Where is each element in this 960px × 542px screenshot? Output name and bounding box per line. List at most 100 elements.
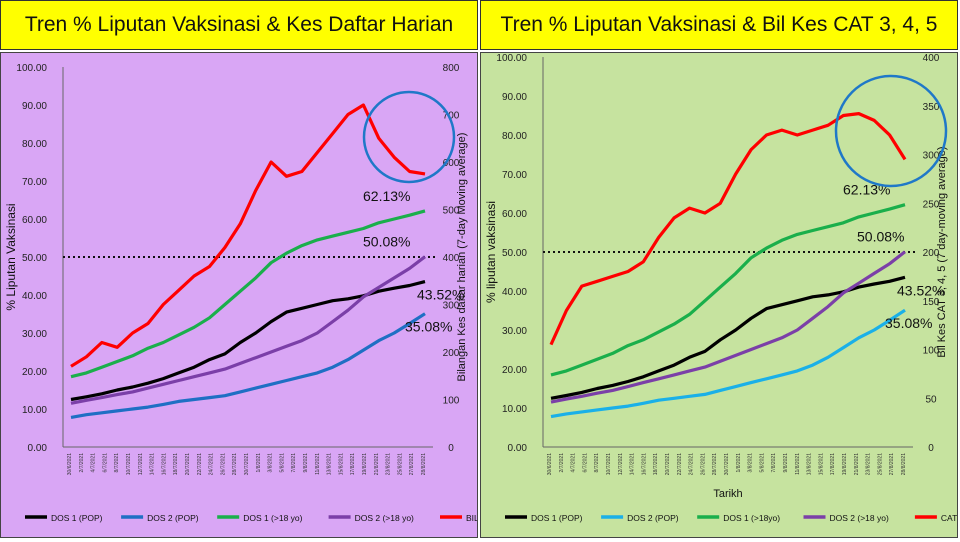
x-tick-label: 24/7/2021	[209, 453, 215, 475]
y2-tick-label: 350	[923, 102, 940, 113]
x-tick-label: 7/8/2021	[771, 453, 777, 473]
y-tick-label: 50.00	[502, 248, 527, 259]
chart-background	[1, 53, 477, 537]
end-value-label: 35.08%	[885, 315, 932, 331]
right-chart-area: 0.00 10.00 20.00 30.00 40.00 50.00 60.00 70.00 8…	[480, 52, 960, 538]
y-tick-label: 70.00	[22, 177, 47, 188]
x-tick-label: 12/7/2021	[138, 453, 144, 475]
y2-tick-label: 700	[443, 111, 460, 122]
y2-tick-label: 0	[448, 443, 454, 454]
left-chart-title: Tren % Liputan Vaksinasi & Kes Daftar Ha…	[0, 0, 478, 50]
y-axis-title: % Liputan Vaksinasi	[4, 203, 18, 310]
left-chart-panel: Tren % Liputan Vaksinasi & Kes Daftar Ha…	[0, 0, 498, 540]
x-tick-label: 3/8/2021	[268, 453, 274, 473]
x-tick-label: 27/8/2021	[889, 453, 895, 475]
x-tick-label: 8/7/2021	[594, 453, 600, 473]
x-tick-label: 15/8/2021	[338, 453, 344, 475]
y-tick-label: 80.00	[502, 131, 527, 142]
x-tick-label: 28/8/2021	[421, 453, 427, 475]
x-tick-label: 24/7/2021	[689, 453, 695, 475]
x-tick-label: 30/7/2021	[724, 453, 730, 475]
x-tick-label: 28/7/2021	[712, 453, 718, 475]
legend-label: BIL KES	[466, 513, 477, 523]
x-tick-label: 18/7/2021	[173, 453, 179, 475]
y-tick-label: 50.00	[22, 253, 47, 264]
x-tick-label: 2/7/2021	[559, 453, 565, 473]
y-tick-label: 60.00	[22, 215, 47, 226]
series-line-dos-2-18-yo-	[70, 255, 426, 405]
x-tick-label: 4/7/2021	[571, 453, 577, 473]
y2-tick-label: 0	[928, 443, 934, 454]
x-tick-label: 19/8/2021	[842, 453, 848, 475]
legend-label: DOS 1 (>18 yo)	[243, 513, 302, 523]
legend-label: DOS 1 (POP)	[51, 513, 103, 523]
end-value-label: 62.13%	[843, 182, 890, 198]
y-tick-label: 90.00	[502, 92, 527, 103]
x-tick-label: 20/7/2021	[185, 453, 191, 475]
y2-tick-label: 500	[443, 206, 460, 217]
x-tick-label: 23/8/2021	[866, 453, 872, 475]
y2-tick-label: 100	[443, 396, 460, 407]
x-tick-label: 22/7/2021	[677, 453, 683, 475]
end-value-label: 35.08%	[405, 319, 452, 335]
y2-tick-label: 200	[443, 348, 460, 359]
x-tick-label: 21/8/2021	[854, 453, 860, 475]
x-tick-label: 30/6/2021	[547, 453, 553, 475]
y-tick-label: 10.00	[22, 405, 47, 416]
x-tick-label: 22/7/2021	[197, 453, 203, 475]
x-tick-label: 3/8/2021	[748, 453, 754, 473]
x-tick-label: 17/8/2021	[830, 453, 836, 475]
y-tick-label: 90.00	[22, 101, 47, 112]
x-tick-label: 25/8/2021	[397, 453, 403, 475]
right-chart-svg: 0.00 10.00 20.00 30.00 40.00 50.00 60.00 70.00 8…	[481, 53, 960, 537]
y2-axis-title: Bil Kes CAT 3, 4, 5 (7 day-moving averag…	[936, 146, 948, 357]
series-line-cat-3-4-5	[549, 111, 907, 346]
y-tick-label: 100.00	[16, 63, 47, 74]
series-line-bil-kes	[70, 103, 426, 368]
x-tick-label: 28/8/2021	[901, 453, 907, 475]
x-tick-label: 13/8/2021	[807, 453, 813, 475]
end-value-label: 50.08%	[363, 234, 410, 250]
end-value-label: 43.52%	[897, 282, 944, 298]
x-tick-label: 25/8/2021	[877, 453, 883, 475]
x-tick-label: 10/7/2021	[606, 453, 612, 475]
y-tick-label: 40.00	[22, 291, 47, 302]
x-tick-label: 30/7/2021	[244, 453, 250, 475]
right-chart-panel: Tren % Liputan Vaksinasi & Bil Kes CAT 3…	[480, 0, 960, 540]
x-tick-label: 21/8/2021	[374, 453, 380, 475]
x-tick-label: 7/8/2021	[291, 453, 297, 473]
y-tick-label: 20.00	[22, 367, 47, 378]
end-value-label: 43.52%	[417, 287, 464, 303]
x-tick-label: 5/8/2021	[759, 453, 765, 473]
series-line-dos-1-18-yo-	[70, 209, 426, 379]
y-tick-label: 10.00	[502, 404, 527, 415]
left-chart-area: 0.00 10.00 20.00 30.00 40.00 50.00 60.00 70.00 8…	[0, 52, 498, 538]
y-tick-label: 20.00	[502, 365, 527, 376]
x-tick-label: 1/8/2021	[736, 453, 742, 473]
end-value-label: 62.13%	[363, 188, 410, 204]
y2-tick-label: 400	[923, 53, 940, 64]
y-tick-label: 40.00	[502, 287, 527, 298]
x-tick-label: 8/7/2021	[114, 453, 120, 473]
x-tick-label: 9/8/2021	[303, 453, 309, 473]
x-tick-label: 12/7/2021	[618, 453, 624, 475]
y-tick-label: 0.00	[508, 443, 528, 454]
left-chart-svg: 0.00 10.00 20.00 30.00 40.00 50.00 60.00 70.00 8…	[1, 53, 498, 537]
x-tick-label: 26/7/2021	[220, 453, 226, 475]
y2-tick-label: 800	[443, 63, 460, 74]
x-tick-label: 11/8/2021	[315, 453, 321, 475]
legend-label: DOS 2 (>18 yo)	[355, 513, 414, 523]
y-tick-label: 70.00	[502, 170, 527, 181]
x-tick-label: 2/7/2021	[79, 453, 85, 473]
y2-axis-title: Bilangan Kes daftar harian (7-day Moving…	[456, 133, 468, 382]
x-tick-label: 14/7/2021	[150, 453, 156, 475]
legend-label: DOS 1 (>18yo)	[723, 513, 780, 523]
x-tick-label: 16/7/2021	[161, 453, 167, 475]
right-chart-title: Tren % Liputan Vaksinasi & Bil Kes CAT 3…	[480, 0, 958, 50]
y2-tick-label: 300	[443, 301, 460, 312]
y-tick-label: 30.00	[502, 326, 527, 337]
x-tick-label: 1/8/2021	[256, 453, 262, 473]
legend-label: DOS 2 (POP)	[627, 513, 679, 523]
y-tick-label: 80.00	[22, 139, 47, 150]
x-tick-label: 9/8/2021	[783, 453, 789, 473]
